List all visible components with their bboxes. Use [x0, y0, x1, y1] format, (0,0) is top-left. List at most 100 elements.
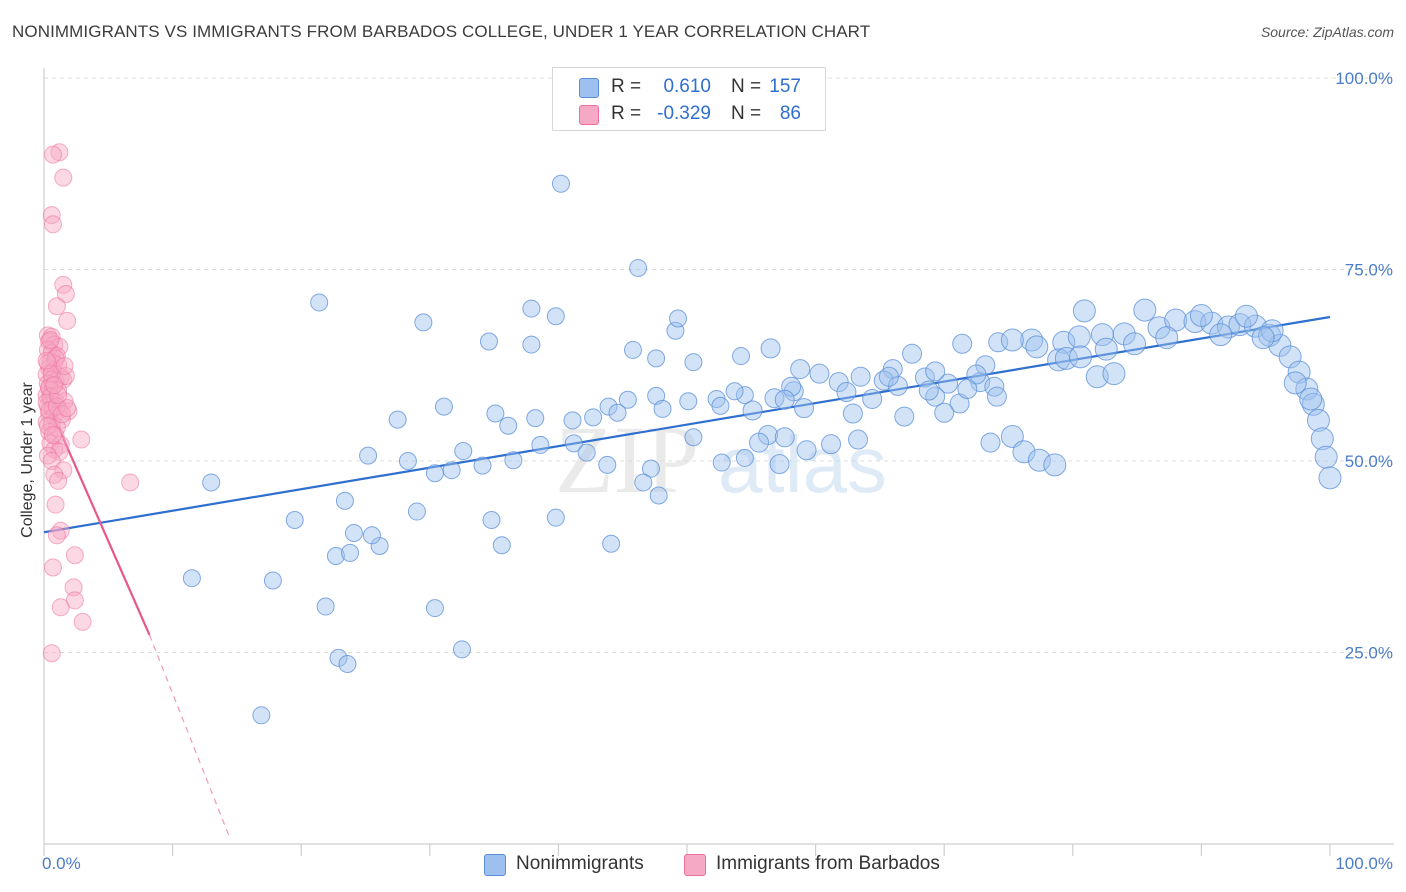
point-nonimmigrants: [522, 335, 541, 354]
point-nonimmigrants: [602, 534, 621, 553]
point-immigrants-barbados: [44, 145, 63, 164]
point-nonimmigrants: [398, 452, 417, 470]
point-immigrants-barbados: [45, 376, 64, 395]
point-nonimmigrants: [341, 543, 360, 562]
point-nonimmigrants: [647, 349, 666, 368]
point-nonimmigrants: [1155, 326, 1179, 350]
y-tick-label: 100.0%: [1335, 69, 1393, 88]
legend-n-label: N =: [731, 76, 762, 97]
bottom-legend-swatch-blue: [484, 854, 506, 876]
point-nonimmigrants: [1314, 445, 1338, 469]
point-nonimmigrants: [362, 526, 381, 545]
point-nonimmigrants: [684, 353, 703, 372]
point-nonimmigrants: [388, 410, 407, 429]
point-nonimmigrants: [1012, 440, 1036, 464]
point-nonimmigrants: [310, 293, 329, 312]
point-nonimmigrants: [473, 456, 492, 475]
point-nonimmigrants: [425, 464, 444, 483]
point-nonimmigrants: [425, 599, 444, 618]
point-nonimmigrants: [842, 403, 863, 424]
point-nonimmigrants: [914, 367, 935, 388]
points-immigrants-barbados: [37, 143, 140, 663]
point-immigrants-barbados: [50, 442, 69, 461]
point-nonimmigrants: [679, 392, 698, 411]
point-nonimmigrants: [285, 510, 304, 529]
point-immigrants-barbados: [55, 357, 74, 376]
point-nonimmigrants: [862, 388, 883, 409]
watermark-zip: ZIP: [555, 406, 699, 513]
point-nonimmigrants: [918, 380, 939, 401]
chart-source: Source: ZipAtlas.com: [1260, 24, 1394, 40]
point-nonimmigrants: [684, 428, 703, 447]
point-nonimmigrants: [742, 400, 763, 421]
point-nonimmigrants: [531, 435, 550, 454]
legend-n-value: 157: [769, 76, 801, 97]
point-nonimmigrants: [326, 546, 345, 565]
point-nonimmigrants: [316, 597, 335, 616]
point-nonimmigrants: [850, 366, 871, 387]
point-nonimmigrants: [794, 398, 815, 419]
bottom-legend-label: Immigrants from Barbados: [716, 853, 940, 874]
point-nonimmigrants: [934, 402, 955, 423]
point-nonimmigrants: [1310, 427, 1334, 451]
point-nonimmigrants: [492, 536, 511, 555]
point-nonimmigrants: [551, 174, 570, 193]
legend-n-value: 86: [779, 103, 801, 124]
point-nonimmigrants: [522, 299, 541, 318]
point-nonimmigrants: [878, 366, 899, 387]
point-nonimmigrants: [1318, 466, 1342, 490]
point-nonimmigrants: [790, 359, 811, 380]
tick-labels: 25.0% 50.0% 75.0% 100.0% 0.0% 100.0%: [42, 69, 1393, 873]
point-nonimmigrants: [598, 455, 617, 474]
trend-line-barbados-extension: [148, 634, 230, 837]
point-nonimmigrants: [735, 386, 754, 405]
gridlines: [44, 77, 1394, 653]
point-immigrants-barbados: [38, 416, 57, 435]
point-nonimmigrants: [452, 640, 471, 659]
point-nonimmigrants: [1000, 328, 1024, 352]
point-nonimmigrants: [760, 338, 781, 359]
point-nonimmigrants: [902, 343, 923, 364]
point-nonimmigrants: [774, 389, 795, 410]
point-nonimmigrants: [764, 388, 785, 409]
point-nonimmigrants: [986, 386, 1007, 407]
point-nonimmigrants: [796, 440, 817, 461]
y-tick-label: 50.0%: [1345, 452, 1393, 471]
point-nonimmigrants: [774, 427, 795, 448]
point-immigrants-barbados: [54, 461, 73, 480]
point-immigrants-barbados: [53, 405, 72, 424]
point-nonimmigrants: [781, 376, 802, 397]
point-nonimmigrants: [634, 473, 653, 492]
point-nonimmigrants: [526, 409, 545, 428]
point-nonimmigrants: [414, 313, 433, 332]
point-immigrants-barbados: [37, 351, 56, 370]
y-tick-label: 75.0%: [1345, 261, 1393, 280]
point-immigrants-barbados: [73, 612, 92, 631]
point-nonimmigrants: [769, 454, 790, 475]
point-nonimmigrants: [1183, 310, 1207, 334]
point-nonimmigrants: [952, 333, 973, 354]
legend-swatch-pink: [579, 105, 599, 125]
point-nonimmigrants: [980, 432, 1001, 453]
point-nonimmigrants: [577, 443, 596, 462]
point-nonimmigrants: [809, 363, 830, 384]
point-nonimmigrants: [1189, 303, 1213, 327]
point-immigrants-barbados: [65, 546, 84, 565]
point-nonimmigrants: [821, 434, 842, 455]
point-nonimmigrants: [329, 648, 348, 667]
point-nonimmigrants: [407, 502, 426, 521]
point-nonimmigrants: [649, 486, 668, 505]
point-immigrants-barbados: [54, 168, 73, 187]
point-nonimmigrants: [434, 397, 453, 416]
point-nonimmigrants: [749, 432, 770, 453]
point-nonimmigrants: [732, 347, 751, 366]
point-immigrants-barbados: [51, 598, 70, 617]
point-nonimmigrants: [546, 307, 565, 326]
x-tick-label: 0.0%: [42, 854, 81, 873]
point-nonimmigrants: [984, 376, 1005, 397]
point-nonimmigrants: [647, 386, 666, 405]
point-nonimmigrants: [1283, 371, 1307, 395]
point-immigrants-barbados: [72, 430, 91, 449]
point-immigrants-barbados: [51, 435, 70, 454]
